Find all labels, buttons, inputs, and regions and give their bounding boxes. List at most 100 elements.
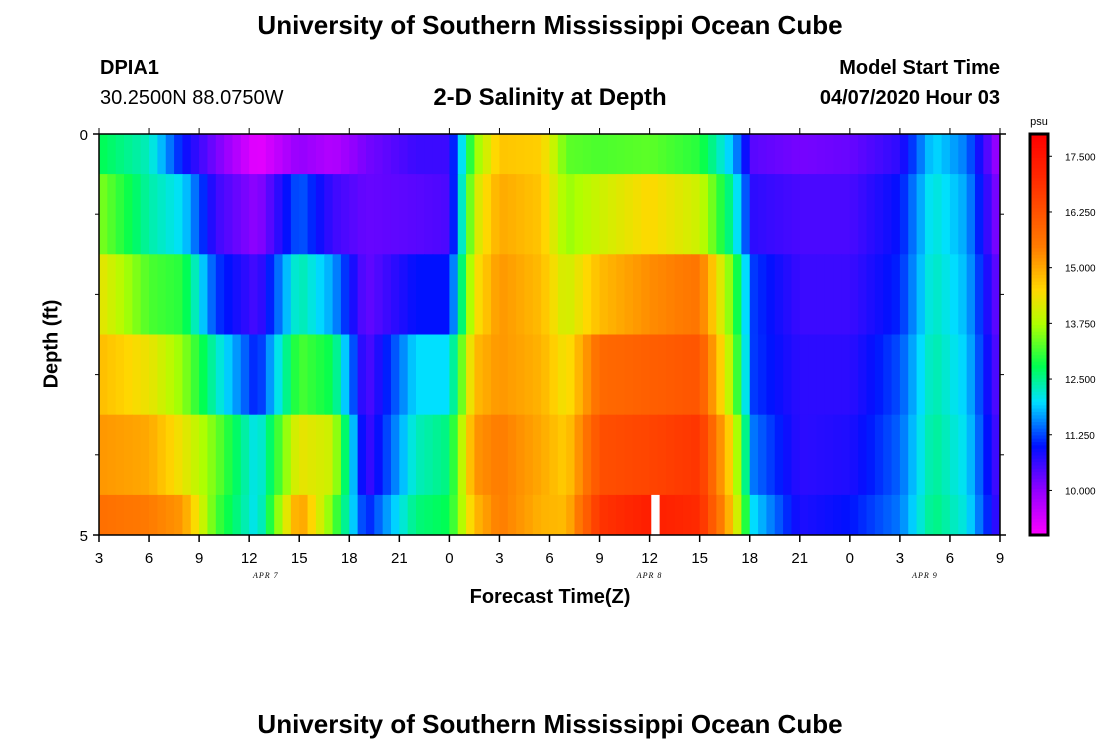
colorbar-segment xyxy=(1030,321,1048,326)
station-id: DPIA1 xyxy=(100,57,159,79)
heatmap-cell xyxy=(958,414,968,496)
heatmap-cell xyxy=(699,494,709,535)
heatmap-cell xyxy=(966,414,976,496)
heatmap-cell xyxy=(182,254,192,335)
x-tick-label: 18 xyxy=(341,550,358,567)
heatmap-cell xyxy=(874,254,884,335)
x-tick-label: 15 xyxy=(691,550,708,567)
heatmap-cell xyxy=(574,134,584,175)
heatmap-cell xyxy=(649,134,659,175)
heatmap-cell xyxy=(657,414,667,496)
heatmap-cell xyxy=(716,494,726,535)
heatmap-cell xyxy=(265,134,275,175)
heatmap-cell xyxy=(107,334,117,416)
heatmap-cell xyxy=(641,174,651,255)
colorbar-segment xyxy=(1030,491,1048,496)
heatmap-cell xyxy=(207,414,217,496)
heatmap-cell xyxy=(791,334,801,416)
heatmap-cell xyxy=(974,334,984,416)
colorbar-segment xyxy=(1030,257,1048,262)
heatmap-cell xyxy=(574,494,584,535)
colorbar-segment xyxy=(1030,177,1048,182)
heatmap-cell xyxy=(249,134,259,175)
heatmap-cell xyxy=(449,174,459,255)
heatmap-cell xyxy=(140,494,150,535)
colorbar-segment xyxy=(1030,317,1048,322)
heatmap-cell xyxy=(215,254,225,335)
heatmap-cell xyxy=(941,254,951,335)
colorbar-segment xyxy=(1030,207,1048,212)
heatmap-cell xyxy=(816,174,826,255)
colorbar-segment xyxy=(1030,291,1048,295)
heatmap-cell xyxy=(124,174,133,255)
heatmap-cell xyxy=(115,134,125,175)
heatmap-cell xyxy=(699,414,709,496)
heatmap-cell xyxy=(874,414,884,496)
heatmap-cell xyxy=(107,254,117,335)
heatmap-cell xyxy=(624,334,634,416)
colorbar-segment xyxy=(1030,464,1048,469)
heatmap-cell xyxy=(616,334,626,416)
heatmap-cell xyxy=(849,134,859,175)
heatmap-cell xyxy=(916,174,926,255)
heatmap-cell xyxy=(833,174,843,255)
heatmap-cell xyxy=(607,494,617,535)
heatmap-cell xyxy=(199,174,209,255)
heatmap-cell xyxy=(199,334,209,416)
heatmap-cell xyxy=(282,494,292,535)
heatmap-cell xyxy=(849,494,859,535)
heatmap-cell xyxy=(441,134,450,175)
heatmap-cell xyxy=(949,134,959,175)
colorbar-segment xyxy=(1030,421,1048,426)
heatmap-cell xyxy=(899,494,909,535)
heatmap-cell xyxy=(491,174,501,255)
x-tick-label: 6 xyxy=(145,550,153,567)
heatmap-cell xyxy=(365,174,375,255)
top-title: University of Southern Mississippi Ocean… xyxy=(257,10,843,40)
colorbar-segment xyxy=(1030,281,1048,285)
colorbar-segment xyxy=(1030,354,1048,359)
heatmap-cell xyxy=(699,174,709,255)
heatmap-cell xyxy=(657,254,667,335)
heatmap-cell xyxy=(182,134,192,175)
heatmap-cell xyxy=(357,494,367,535)
heatmap-cell xyxy=(908,174,918,255)
colorbar-segment xyxy=(1030,271,1048,275)
heatmap-cell xyxy=(816,494,826,535)
heatmap-cell xyxy=(849,174,859,255)
heatmap-cell xyxy=(215,334,225,416)
heatmap-cell xyxy=(774,494,784,535)
colorbar-segment xyxy=(1030,391,1048,396)
heatmap-cell xyxy=(282,254,292,335)
heatmap-cell xyxy=(849,254,859,335)
heatmap-cell xyxy=(140,334,150,416)
heatmap-cell xyxy=(649,414,659,496)
heatmap-cell xyxy=(140,414,150,496)
heatmap-cell xyxy=(657,334,667,416)
heatmap-cell xyxy=(941,494,951,535)
heatmap-cell xyxy=(524,494,534,535)
heatmap-cell xyxy=(616,494,626,535)
x-tick-label: 21 xyxy=(391,550,408,567)
heatmap-cell xyxy=(357,174,367,255)
heatmap-cell xyxy=(674,494,684,535)
heatmap-cell xyxy=(349,334,359,416)
heatmap-cell xyxy=(841,254,851,335)
heatmap-cell xyxy=(891,494,901,535)
heatmap-cell xyxy=(482,254,492,335)
heatmap-cell xyxy=(574,334,584,416)
colorbar-segment xyxy=(1030,274,1048,279)
heatmap-cell xyxy=(140,174,150,255)
colorbar-segment xyxy=(1030,204,1048,209)
heatmap-cell xyxy=(307,254,317,335)
heatmap-cell xyxy=(524,134,534,175)
heatmap-cell xyxy=(516,334,526,416)
heatmap-cell xyxy=(974,134,984,175)
heatmap-cell xyxy=(724,254,734,335)
colorbar-segment xyxy=(1030,494,1048,499)
heatmap-cell xyxy=(249,254,259,335)
heatmap-cell xyxy=(674,174,684,255)
heatmap-cell xyxy=(799,334,809,416)
colorbar-segment xyxy=(1030,518,1048,523)
heatmap-cell xyxy=(824,174,834,255)
